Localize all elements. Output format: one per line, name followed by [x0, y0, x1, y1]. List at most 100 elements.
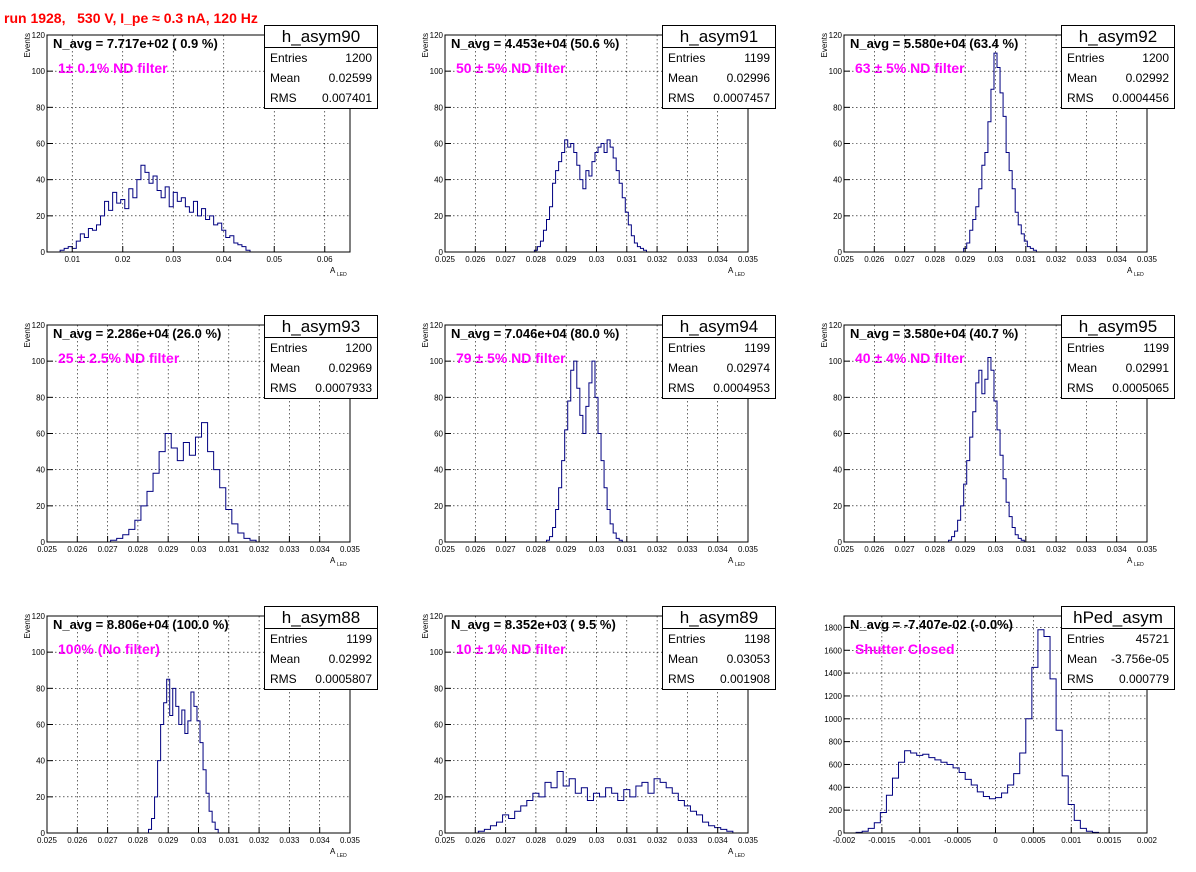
stats-value: 0.02974	[726, 361, 770, 375]
stats-value: 0.0005807	[315, 672, 372, 686]
x-tick-label: 0.0015	[1097, 836, 1122, 845]
x-tick-label: 0.06	[317, 255, 333, 264]
stats-key: Mean	[1067, 652, 1098, 666]
y-tick-label: 20	[434, 502, 443, 511]
y-tick-label: 40	[36, 757, 45, 766]
x-tick-label: 0.033	[279, 545, 300, 554]
stats-value: 1199	[744, 341, 770, 355]
x-tick-label: 0.031	[219, 836, 240, 845]
stats-row: Mean 0.02991	[1062, 358, 1174, 378]
y-tick-label: 80	[833, 393, 842, 402]
x-tick-label: 0.034	[310, 836, 331, 845]
stats-key: Entries	[668, 51, 706, 65]
x-tick-label: 0.026	[67, 545, 88, 554]
y-tick-label: 0	[41, 538, 46, 547]
stats-value: 0.02992	[328, 652, 372, 666]
filter-annotation: 100% (No filter)	[58, 641, 160, 657]
x-tick-label: 0.001	[1061, 836, 1082, 845]
filter-annotation: Shutter Closed	[855, 641, 955, 657]
x-tick-label: 0.034	[1107, 255, 1128, 264]
stats-row: RMS 0.0004953	[663, 378, 775, 398]
stats-value: 1198	[744, 632, 770, 646]
histogram-panel-h_asym92: 0.025 0.026 0.027 0.028 0.029 0.03 0.031 0.032 0…	[797, 0, 1195, 290]
y-tick-label: 20	[833, 502, 842, 511]
histogram-line	[546, 360, 623, 542]
x-tick-label: 0.034	[310, 545, 331, 554]
x-tick-label: 0.028	[925, 545, 946, 554]
histogram-name: h_asym91	[663, 26, 775, 48]
stats-value: 0.02991	[1125, 361, 1169, 375]
x-tick-label: 0.025	[37, 545, 58, 554]
stats-key: Entries	[270, 341, 308, 355]
x-axis-label-subscript: LED	[735, 562, 745, 568]
y-tick-label: 0	[439, 248, 444, 257]
y-tick-label: 40	[434, 466, 443, 475]
stats-row: Entries 1198	[663, 629, 775, 649]
x-axis-label-subscript: LED	[337, 562, 347, 568]
histogram-panel-h_asym91: 0.025 0.026 0.027 0.028 0.029 0.03 0.031 0.032 0…	[398, 0, 796, 290]
stats-key: Mean	[270, 71, 301, 85]
stats-key: Mean	[1067, 361, 1098, 375]
y-tick-label: 20	[36, 793, 45, 802]
stats-box: h_asym88 Entries 1199 Mean 0.02992 RMS 0.00058…	[264, 606, 378, 690]
stats-key: RMS	[270, 672, 297, 686]
x-tick-label: 0.033	[677, 836, 698, 845]
x-tick-label: 0.026	[67, 836, 88, 845]
stats-key: Mean	[270, 361, 301, 375]
x-axis-label-subscript: LED	[735, 272, 745, 278]
x-axis-label: A	[330, 556, 336, 565]
x-tick-label: 0.035	[738, 545, 759, 554]
x-tick-label: 0.028	[128, 836, 149, 845]
x-tick-label: -0.002	[833, 836, 856, 845]
stats-row: Mean 0.02969	[265, 358, 377, 378]
x-tick-label: 0.034	[708, 255, 729, 264]
x-tick-label: 0.025	[834, 545, 855, 554]
y-tick-label: 60	[833, 430, 842, 439]
x-tick-label: 0.03	[988, 255, 1004, 264]
histogram-name: h_asym90	[265, 26, 377, 48]
stats-row: Entries 1199	[663, 48, 775, 68]
x-tick-label: 0.028	[128, 545, 149, 554]
y-tick-label: 600	[829, 760, 843, 769]
navg-label: N_avg = 7.046e+04 (80.0 %)	[451, 326, 620, 341]
stats-value: 1200	[345, 51, 372, 65]
stats-row: Mean 0.02974	[663, 358, 775, 378]
y-tick-label: 20	[36, 502, 45, 511]
stats-value: 1199	[346, 632, 372, 646]
x-tick-label: 0.029	[556, 836, 577, 845]
x-tick-label: 0.033	[677, 545, 698, 554]
y-tick-label: 60	[434, 430, 443, 439]
x-tick-label: 0.025	[435, 836, 456, 845]
histogram-name: h_asym95	[1062, 316, 1174, 338]
x-tick-label: 0.035	[738, 255, 759, 264]
filter-annotation: 1± 0.1% ND filter	[58, 60, 168, 76]
stats-value: 0.0005065	[1112, 381, 1169, 395]
y-axis-label: Events	[820, 323, 829, 347]
histogram-name: h_asym93	[265, 316, 377, 338]
histogram-panel-h_asym88: 0.025 0.026 0.027 0.028 0.029 0.03 0.031 0.032 0…	[0, 581, 398, 871]
x-tick-label: 0.035	[340, 545, 361, 554]
y-tick-label: 60	[36, 430, 45, 439]
y-tick-label: 40	[833, 176, 842, 185]
y-tick-label: 60	[833, 140, 842, 149]
stats-row: Entries 1199	[1062, 338, 1174, 358]
x-axis-label: A	[728, 556, 734, 565]
y-axis-label: Events	[820, 33, 829, 57]
x-tick-label: 0.03	[165, 255, 181, 264]
stats-box: h_asym91 Entries 1199 Mean 0.02996 RMS 0.00074…	[662, 25, 776, 109]
stats-value: 1200	[345, 341, 372, 355]
x-tick-label: 0.031	[617, 545, 638, 554]
x-tick-label: 0.026	[864, 255, 885, 264]
stats-value: 0.02992	[1125, 71, 1169, 85]
y-tick-label: 40	[36, 466, 45, 475]
x-tick-label: -0.0005	[944, 836, 972, 845]
stats-row: Mean 0.03053	[663, 649, 775, 669]
y-tick-label: 80	[434, 684, 443, 693]
stats-row: RMS 0.0007457	[663, 88, 775, 108]
stats-key: Entries	[270, 51, 308, 65]
x-axis-label: A	[1127, 266, 1133, 275]
y-axis-label: Events	[421, 33, 430, 57]
histogram-name: h_asym88	[265, 607, 377, 629]
x-tick-label: 0.029	[556, 255, 577, 264]
y-tick-label: 120	[829, 31, 843, 40]
